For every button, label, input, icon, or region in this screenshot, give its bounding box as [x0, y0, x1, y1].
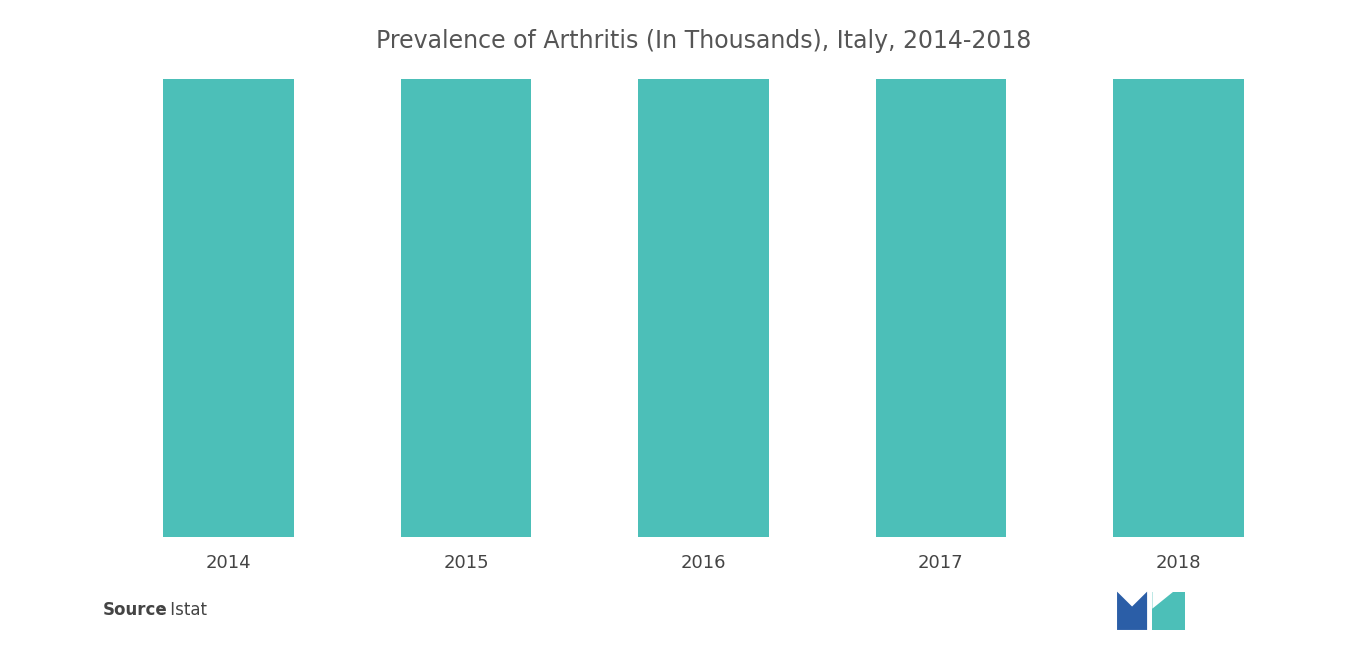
Polygon shape [1153, 591, 1184, 630]
Bar [876, 0, 1007, 537]
Title: Prevalence of Arthritis (In Thousands), Italy, 2014-2018: Prevalence of Arthritis (In Thousands), … [376, 29, 1031, 53]
Bar [164, 0, 294, 537]
Polygon shape [1117, 591, 1147, 630]
Bar [638, 0, 769, 537]
Bar [1113, 0, 1243, 537]
Text: Source: Source [102, 601, 167, 619]
Bar [400, 0, 531, 537]
Text: : Istat: : Istat [154, 601, 208, 619]
Polygon shape [1153, 591, 1173, 608]
